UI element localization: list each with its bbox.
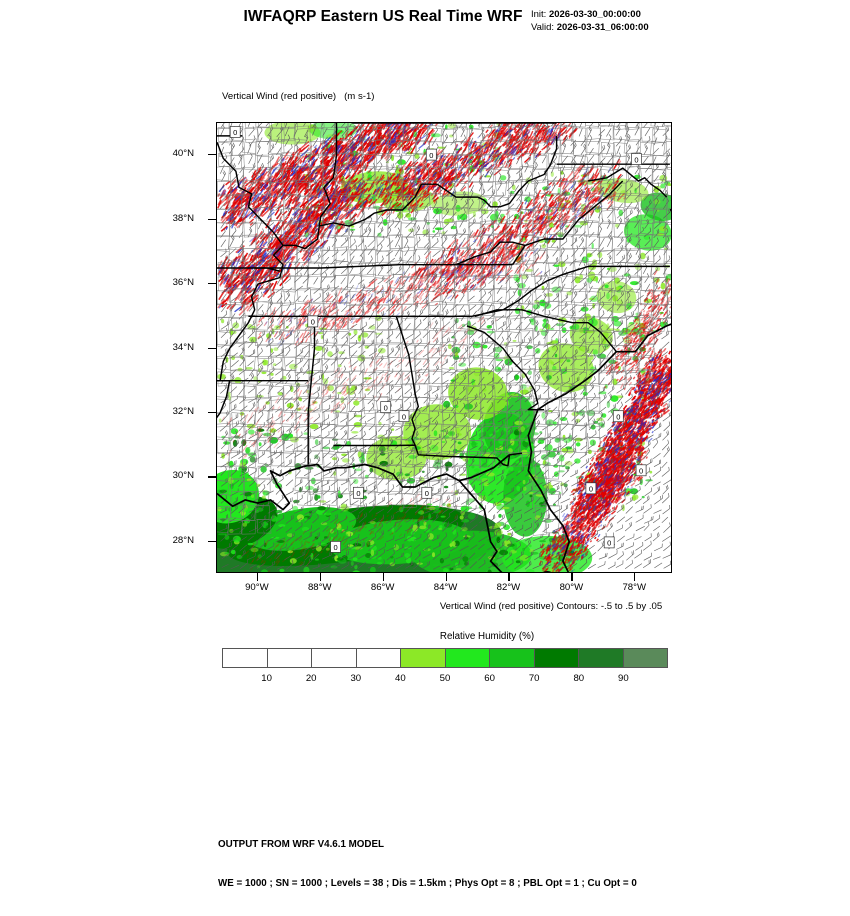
colorbar-swatch[interactable] (223, 649, 268, 667)
colorbar-swatch[interactable] (490, 649, 535, 667)
colorbar-swatch[interactable] (312, 649, 357, 667)
x-tick-label: 86°W (353, 582, 413, 593)
x-tick-label: 84°W (416, 582, 476, 593)
valid-value: 2026-03-31_06:00:00 (557, 22, 649, 33)
x-tick-label: 90°W (227, 582, 287, 593)
init-label: Init: (531, 9, 546, 20)
humidity-colorbar[interactable] (222, 648, 668, 668)
model-run-times: Init: 2026-03-30_00:00:00 Valid: 2026-03… (531, 9, 649, 34)
colorbar-swatch[interactable] (401, 649, 446, 667)
colorbar-tick-labels: 10 20 30 40 50 60 70 80 90 (222, 673, 668, 687)
colorbar-tick-label: 60 (470, 673, 510, 684)
x-tick-mark (634, 573, 635, 581)
init-value: 2026-03-30_00:00:00 (549, 9, 641, 20)
y-tick-mark (208, 541, 216, 542)
footer-line-model: OUTPUT FROM WRF V4.6.1 MODEL (218, 838, 637, 851)
colorbar-tick-label: 90 (603, 673, 643, 684)
colorbar-tick-label: 40 (380, 673, 420, 684)
x-tick-mark (571, 573, 572, 581)
init-time-row: Init: 2026-03-30_00:00:00 (531, 9, 649, 22)
colorbar-title: Relative Humidity (%) (0, 631, 850, 642)
y-tick-label: 36°N (173, 277, 194, 288)
colorbar-swatch[interactable] (579, 649, 624, 667)
colorbar-swatch[interactable] (624, 649, 668, 667)
colorbar-tick-label: 50 (425, 673, 465, 684)
colorbar-swatch[interactable] (357, 649, 402, 667)
x-tick-mark (383, 573, 384, 581)
valid-label: Valid: (531, 22, 554, 33)
page-title-text: IWFAQRP Eastern US Real Time WRF (243, 8, 522, 26)
colorbar-title-text: Relative Humidity (%) (440, 631, 534, 642)
y-tick-mark (208, 283, 216, 284)
y-tick-mark (208, 154, 216, 155)
y-tick-label: 38°N (173, 213, 194, 224)
y-tick-label: 28°N (173, 535, 194, 546)
y-tick-label: 40°N (173, 148, 194, 159)
x-tick-mark (446, 573, 447, 581)
x-tick-mark (257, 573, 258, 581)
x-tick-label: 88°W (290, 582, 350, 593)
y-tick-mark (208, 219, 216, 220)
x-tick-mark (320, 573, 321, 581)
y-tick-mark (208, 476, 216, 477)
field-vertical-wind: Vertical Wind (red positive) (m s-1) (222, 90, 374, 103)
y-tick-label: 30°N (173, 470, 194, 481)
colorbar-swatch[interactable] (446, 649, 491, 667)
colorbar-tick-label: 20 (291, 673, 331, 684)
contour-caption-text: Vertical Wind (red positive) Contours: -… (440, 601, 662, 612)
y-tick-label: 32°N (173, 406, 194, 417)
colorbar-swatch[interactable] (268, 649, 313, 667)
colorbar-tick-label: 80 (559, 673, 599, 684)
contour-caption: Vertical Wind (red positive) Contours: -… (0, 601, 850, 612)
y-tick-mark (208, 348, 216, 349)
colorbar-tick-label: 30 (336, 673, 376, 684)
x-tick-label: 82°W (478, 582, 538, 593)
x-tick-label: 78°W (604, 582, 664, 593)
colorbar-tick-label: 10 (247, 673, 287, 684)
x-tick-label: 80°W (541, 582, 601, 593)
page-title: IWFAQRP Eastern US Real Time WRF (0, 8, 850, 26)
valid-time-row: Valid: 2026-03-31_06:00:00 (531, 22, 649, 35)
x-tick-mark (508, 573, 509, 581)
colorbar-swatch[interactable] (535, 649, 580, 667)
y-tick-mark (208, 412, 216, 413)
y-tick-label: 34°N (173, 342, 194, 353)
model-config-footer: OUTPUT FROM WRF V4.6.1 MODEL WE = 1000 ;… (218, 812, 637, 916)
colorbar-tick-label: 70 (514, 673, 554, 684)
wrf-forecast-page: IWFAQRP Eastern US Real Time WRF Init: 2… (0, 0, 850, 850)
footer-line-config: WE = 1000 ; SN = 1000 ; Levels = 38 ; Di… (218, 877, 637, 890)
